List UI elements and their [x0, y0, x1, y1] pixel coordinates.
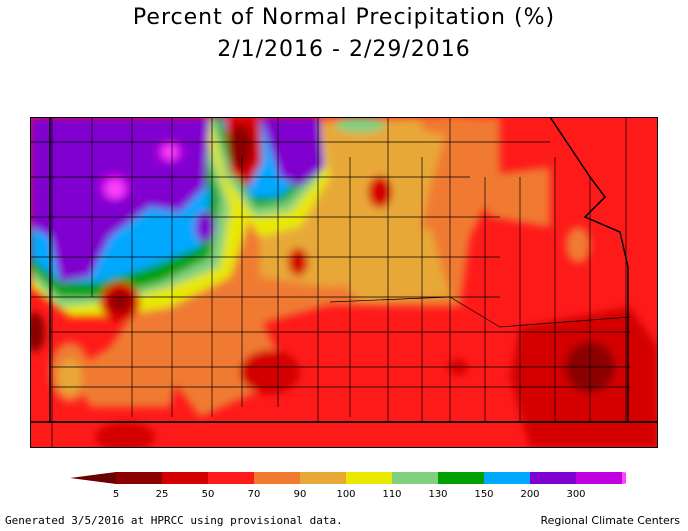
legend-tick-label: 90	[294, 489, 307, 500]
legend-tick-label: 150	[474, 489, 493, 500]
legend-low-cap	[70, 472, 116, 484]
legend-tick-label: 100	[336, 489, 355, 500]
legend-swatch	[254, 472, 300, 484]
precip-field	[30, 117, 658, 448]
legend-tick-label: 5	[113, 489, 119, 500]
precipitation-map	[30, 117, 658, 448]
legend-tick-label: 25	[156, 489, 169, 500]
legend-tick-label: 200	[520, 489, 539, 500]
legend-swatch	[392, 472, 438, 484]
legend-high-cap	[622, 472, 626, 484]
legend-tick-label: 50	[202, 489, 215, 500]
map-date-range: 2/1/2016 - 2/29/2016	[217, 37, 471, 62]
legend-swatch	[530, 472, 576, 484]
source-credit: Regional Climate Centers	[540, 514, 680, 527]
legend-swatch	[438, 472, 484, 484]
legend-tick-label: 300	[566, 489, 585, 500]
legend-swatch	[576, 472, 622, 484]
generated-note: Generated 3/5/2016 at HPRCC using provis…	[5, 514, 343, 527]
legend-swatch	[484, 472, 530, 484]
map-title: Percent of Normal Precipitation (%)	[132, 5, 556, 30]
color-legend: 5 25 50 70 90 100 110 130 150 200 300	[70, 472, 626, 500]
legend-swatch	[116, 472, 162, 484]
legend-swatch	[208, 472, 254, 484]
legend-tick-label: 110	[382, 489, 401, 500]
county-boundaries	[30, 117, 658, 448]
legend-tick-label: 130	[428, 489, 447, 500]
legend-swatch	[300, 472, 346, 484]
state-boundaries	[30, 117, 658, 423]
legend-swatch	[162, 472, 208, 484]
legend-tick-label: 70	[248, 489, 261, 500]
legend-swatch	[346, 472, 392, 484]
